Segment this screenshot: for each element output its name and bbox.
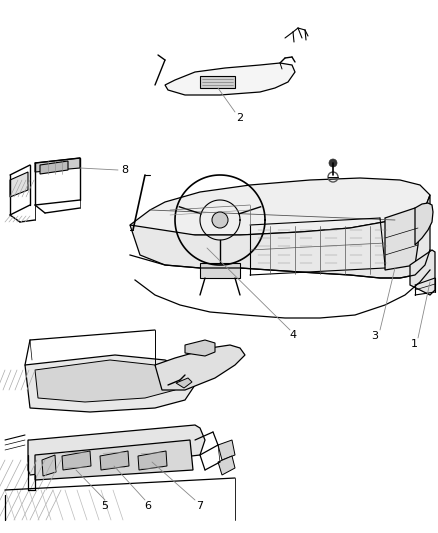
Polygon shape bbox=[185, 340, 215, 356]
Polygon shape bbox=[100, 451, 129, 470]
Polygon shape bbox=[200, 76, 235, 88]
Circle shape bbox=[212, 212, 228, 228]
Text: 7: 7 bbox=[196, 501, 204, 511]
Polygon shape bbox=[35, 360, 178, 402]
Text: 3: 3 bbox=[371, 331, 378, 341]
Polygon shape bbox=[218, 440, 235, 460]
Text: 4: 4 bbox=[290, 330, 297, 340]
Polygon shape bbox=[130, 178, 430, 235]
Polygon shape bbox=[130, 195, 430, 278]
Text: 1: 1 bbox=[410, 339, 417, 349]
Text: 6: 6 bbox=[145, 501, 152, 511]
Circle shape bbox=[329, 159, 337, 167]
Polygon shape bbox=[385, 208, 420, 270]
Polygon shape bbox=[25, 355, 195, 412]
Polygon shape bbox=[415, 203, 433, 245]
Polygon shape bbox=[42, 455, 56, 476]
Polygon shape bbox=[35, 158, 80, 172]
Polygon shape bbox=[28, 425, 205, 475]
Polygon shape bbox=[10, 172, 28, 197]
Polygon shape bbox=[35, 440, 193, 480]
Text: 2: 2 bbox=[237, 113, 244, 123]
Polygon shape bbox=[410, 250, 435, 295]
Polygon shape bbox=[176, 378, 192, 388]
Polygon shape bbox=[200, 263, 240, 278]
Polygon shape bbox=[155, 345, 245, 390]
Polygon shape bbox=[165, 63, 295, 95]
Text: 5: 5 bbox=[102, 501, 109, 511]
Polygon shape bbox=[138, 451, 167, 470]
Polygon shape bbox=[40, 161, 68, 174]
Polygon shape bbox=[218, 456, 235, 475]
Polygon shape bbox=[62, 451, 91, 470]
Text: 8: 8 bbox=[121, 165, 129, 175]
